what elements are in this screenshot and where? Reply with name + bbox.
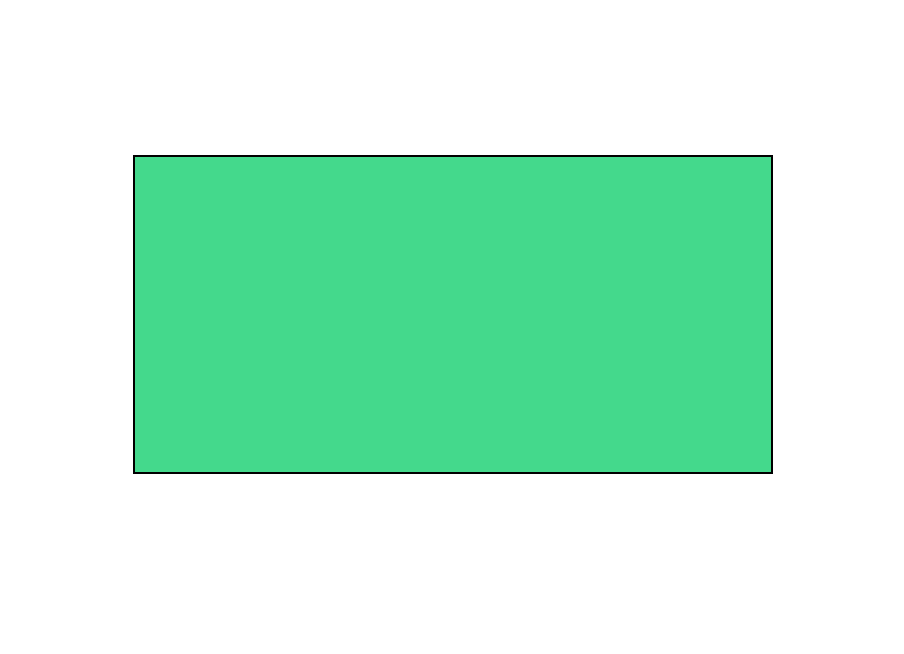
plot-frame [133,155,773,474]
colorbar [771,202,901,522]
heatmap-canvas [135,157,771,472]
